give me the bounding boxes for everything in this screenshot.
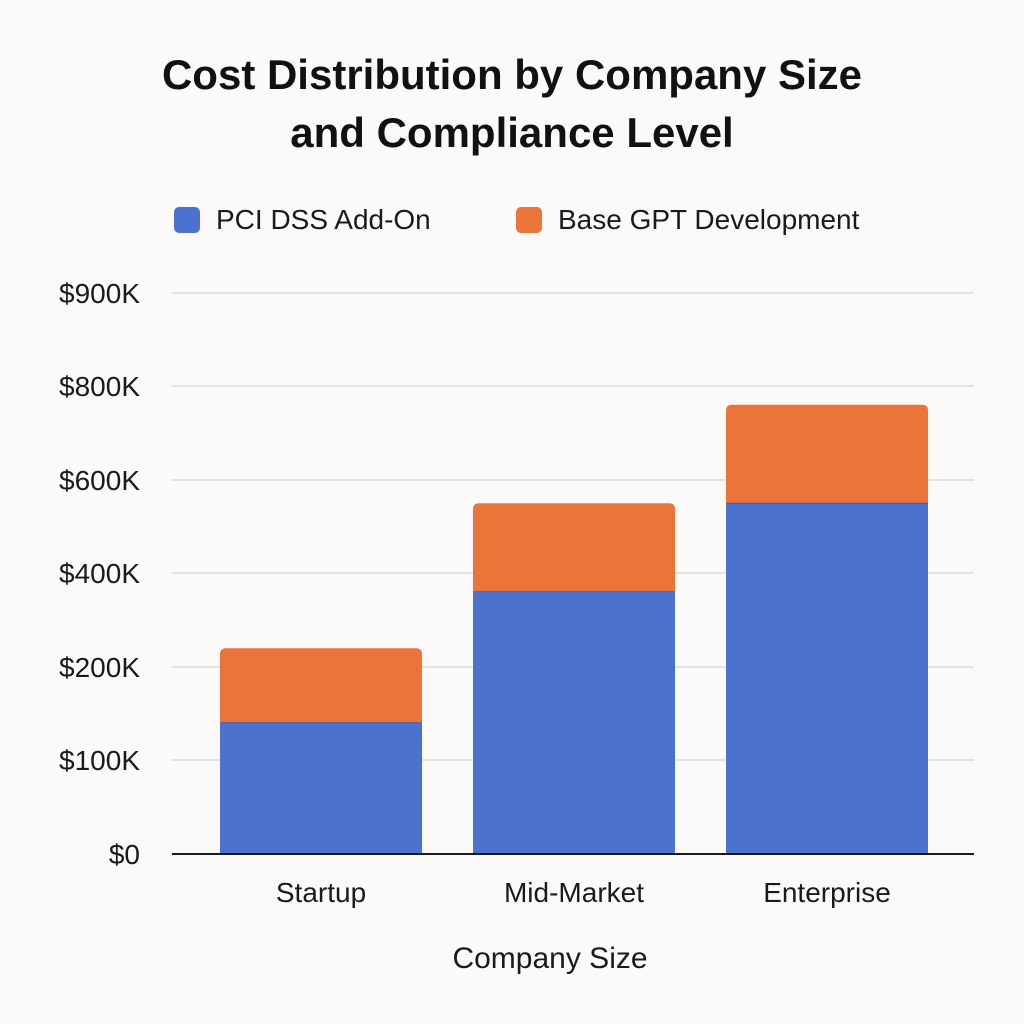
x-tick-label-mid-market: Mid-Market	[504, 877, 644, 908]
bars	[220, 404, 928, 854]
bar-startup-pci-dss-add-on	[220, 722, 422, 854]
x-tick-label-enterprise: Enterprise	[763, 877, 891, 908]
y-tick-label-900k: $900K	[59, 278, 140, 309]
y-tick-label-100k: $100K	[59, 745, 140, 776]
legend-label-pci-dss: PCI DSS Add-On	[216, 204, 431, 235]
x-tick-label-startup: Startup	[276, 877, 366, 908]
legend-item-pci-dss: PCI DSS Add-On	[174, 200, 431, 240]
chart-title-line-1: Cost Distribution by Company Size	[161, 51, 863, 98]
chart-legend: PCI DSS Add-On Base GPT Development	[0, 200, 1024, 240]
chart-title: Cost Distribution by Company Size and Co…	[0, 46, 1024, 162]
bar-mid-market-base-gpt-development	[473, 503, 675, 592]
y-tick-label-200k: $200K	[59, 652, 140, 683]
bar-enterprise-pci-dss-add-on	[726, 503, 928, 854]
y-axis-ticks: $0 $100K $200K $400K $600K $800K $900K	[59, 278, 140, 870]
bar-startup-base-gpt-development	[220, 648, 422, 723]
legend-swatch-base-gpt	[516, 207, 542, 233]
y-tick-label-800k: $800K	[59, 371, 140, 402]
y-tick-label-0: $0	[109, 839, 140, 870]
legend-swatch-pci-dss	[174, 207, 200, 233]
legend-label-base-gpt: Base GPT Development	[558, 204, 860, 235]
chart-title-line-2: and Compliance Level	[290, 109, 734, 156]
x-axis-categories: Startup Mid-Market Enterprise	[276, 877, 891, 908]
y-tick-label-600k: $600K	[59, 465, 140, 496]
bar-enterprise-base-gpt-development	[726, 404, 928, 504]
x-axis-label: Company Size	[452, 942, 647, 975]
legend-item-base-gpt: Base GPT Development	[516, 200, 859, 240]
y-tick-label-400k: $400K	[59, 558, 140, 589]
bar-mid-market-pci-dss-add-on	[473, 591, 675, 854]
